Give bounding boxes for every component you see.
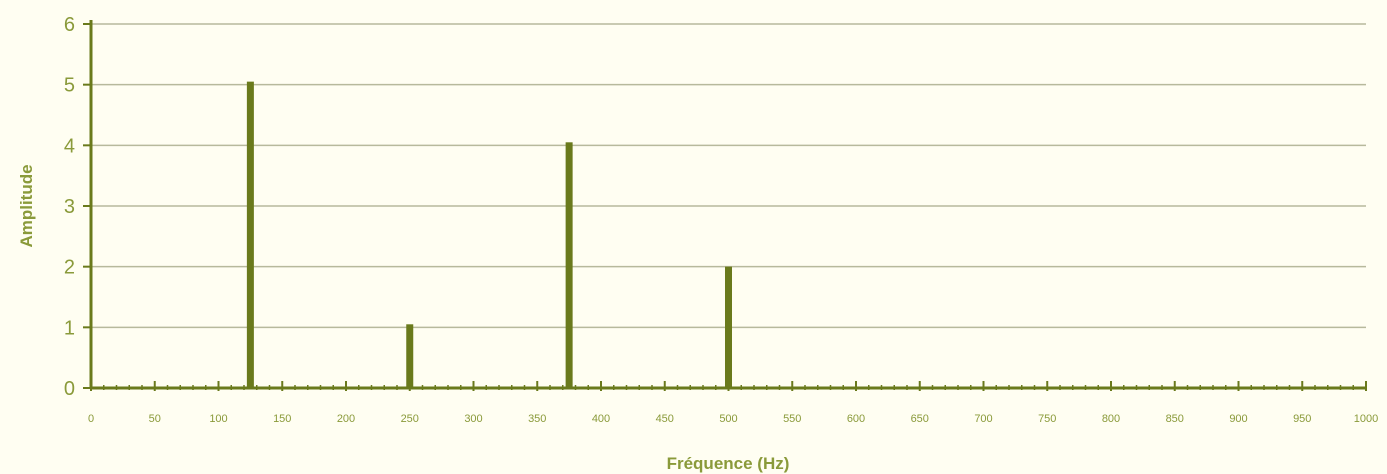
x-tick-label: 900 — [1229, 413, 1247, 425]
bars — [246, 81, 732, 388]
y-tick-labels: 0 1 2 3 4 5 6 — [64, 14, 75, 400]
bar — [565, 142, 573, 388]
y-tick-label: 3 — [64, 196, 75, 218]
y-tick-label: 0 — [64, 378, 75, 400]
x-tick-label: 50 — [149, 413, 161, 425]
x-tick-label: 600 — [847, 413, 865, 425]
x-tick-label: 1000 — [1354, 413, 1378, 425]
y-axis-label: Amplitude — [17, 164, 36, 247]
x-tick-label: 150 — [273, 413, 291, 425]
y-tick-label: 1 — [64, 317, 75, 339]
x-tick-labels: 0 50 100 150 200 250 300 350 400 450 500 550 600 650 7… — [88, 413, 1378, 425]
y-tick-label: 2 — [64, 257, 75, 279]
x-axis-label: Fréquence (Hz) — [667, 454, 790, 473]
x-tick-label: 500 — [719, 413, 737, 425]
x-tick-label: 950 — [1293, 413, 1311, 425]
x-tick-label: 200 — [337, 413, 355, 425]
x-tick-label: 250 — [401, 413, 419, 425]
x-tick-label: 800 — [1102, 413, 1120, 425]
x-tick-label: 0 — [88, 413, 94, 425]
x-tick-label: 300 — [464, 413, 482, 425]
y-tick-label: 6 — [64, 14, 75, 36]
bar — [406, 324, 414, 388]
y-tick-label: 4 — [64, 135, 75, 157]
x-tick-label: 700 — [974, 413, 992, 425]
bar — [246, 81, 254, 388]
x-tick-label: 100 — [209, 413, 227, 425]
x-tick-label: 750 — [1038, 413, 1056, 425]
x-tick-label: 550 — [783, 413, 801, 425]
axes — [83, 20, 1367, 391]
grid-lines — [91, 23, 1366, 329]
x-tick-label: 350 — [528, 413, 546, 425]
x-tick-label: 400 — [592, 413, 610, 425]
bar — [725, 266, 732, 388]
y-tick-label: 5 — [64, 75, 75, 97]
x-tick-label: 450 — [656, 413, 674, 425]
x-tick-label: 650 — [911, 413, 929, 425]
x-tick-label: 850 — [1166, 413, 1184, 425]
